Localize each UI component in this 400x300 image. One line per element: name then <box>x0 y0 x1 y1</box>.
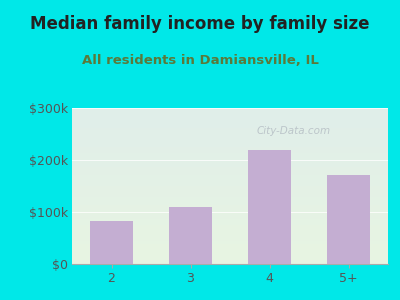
Bar <box>90 221 133 264</box>
Text: All residents in Damiansville, IL: All residents in Damiansville, IL <box>82 53 318 67</box>
Text: City-Data.com: City-Data.com <box>256 126 330 136</box>
Bar <box>248 150 291 264</box>
Text: Median family income by family size: Median family income by family size <box>30 15 370 33</box>
Bar <box>169 207 212 264</box>
Bar <box>327 175 370 264</box>
